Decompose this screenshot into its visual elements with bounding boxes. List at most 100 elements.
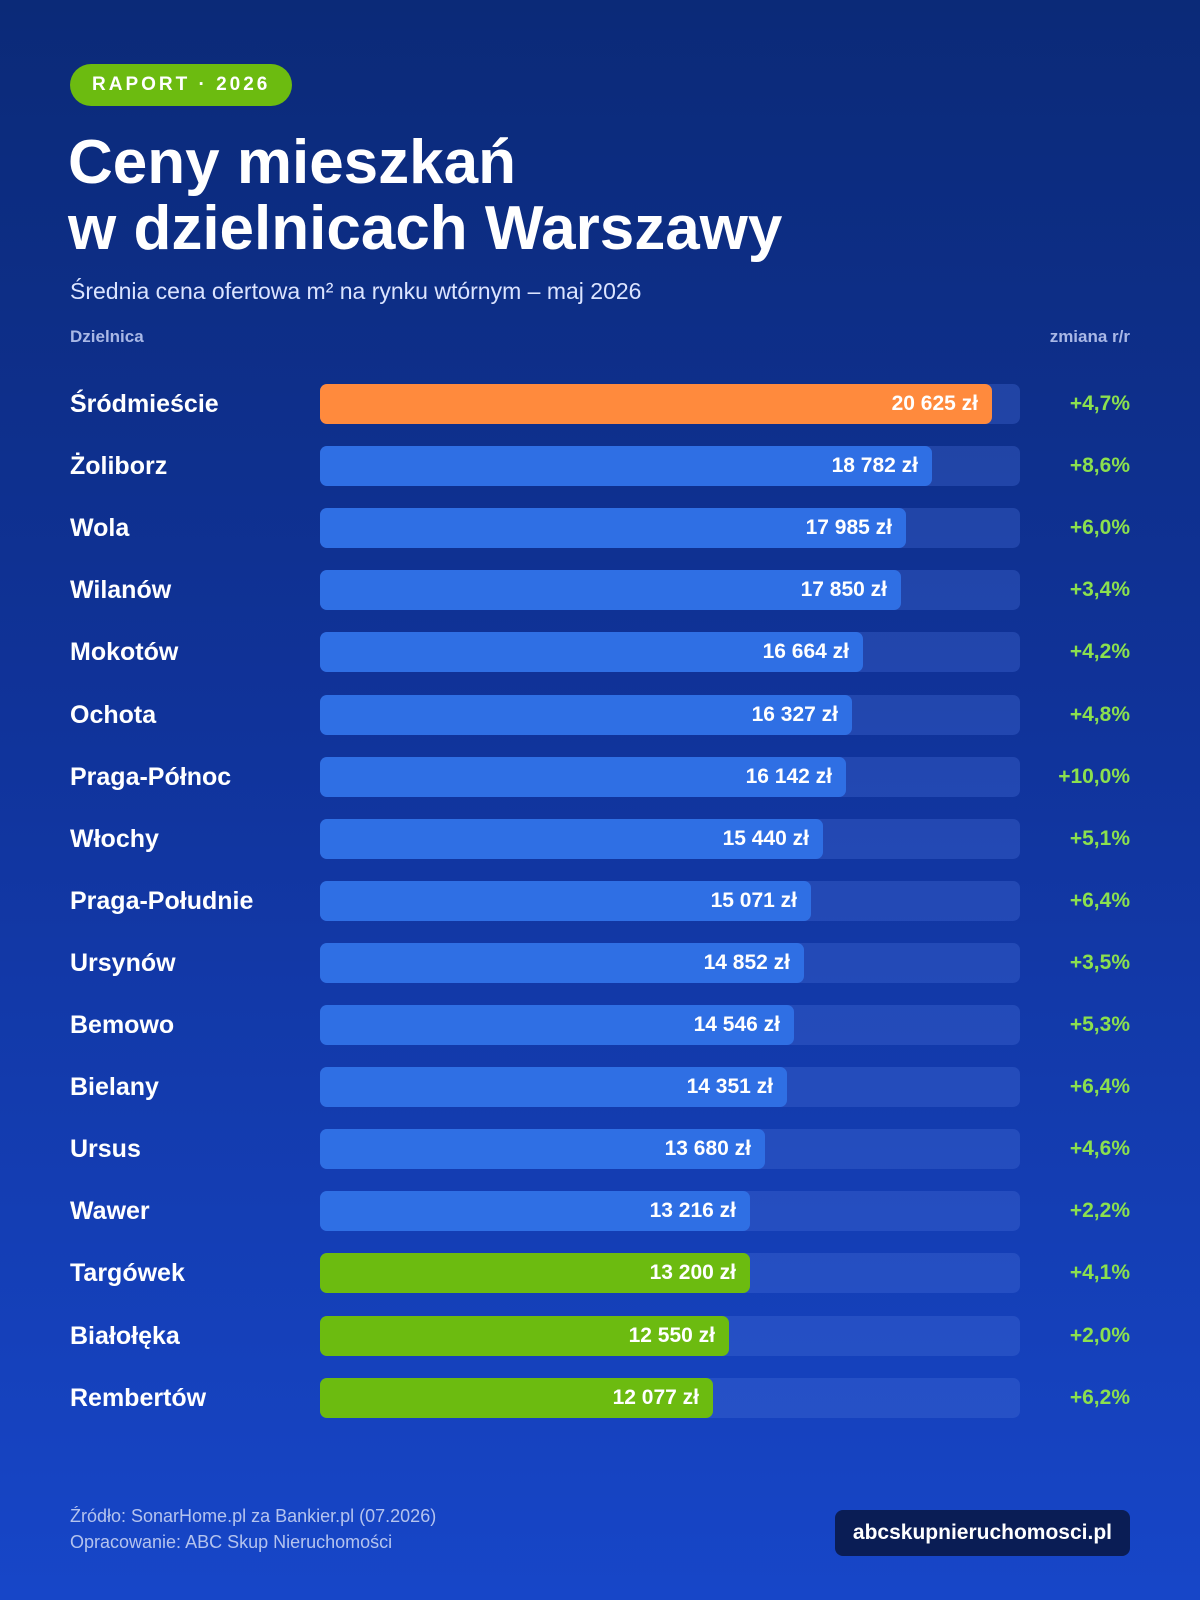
change-label: +6,2% (1069, 1386, 1130, 1409)
price-bar: 13 216 zł (320, 1191, 750, 1231)
district-label: Praga-Południe (70, 887, 254, 915)
change-label: +4,1% (1069, 1261, 1130, 1284)
bar-track: 14 852 zł (320, 943, 1020, 983)
price-bar: 14 546 zł (320, 1005, 794, 1045)
price-bar: 14 852 zł (320, 943, 804, 983)
chart-row: Śródmieście 20 625 zł +4,7% (0, 384, 1200, 424)
district-label: Śródmieście (70, 390, 219, 418)
bar-track: 14 351 zł (320, 1067, 1020, 1107)
change-label: +3,5% (1069, 951, 1130, 974)
bar-track: 16 142 zł (320, 757, 1020, 797)
bar-track: 13 680 zł (320, 1129, 1020, 1169)
district-label: Mokotów (70, 638, 179, 666)
bar-track: 16 327 zł (320, 695, 1020, 735)
chart-row: Praga-Południe 15 071 zł +6,4% (0, 881, 1200, 921)
bar-track: 20 625 zł (320, 384, 1020, 424)
district-label: Białołęka (70, 1322, 180, 1350)
chart-row: Wola 17 985 zł +6,0% (0, 508, 1200, 548)
price-bar: 16 664 zł (320, 632, 863, 672)
chart-row: Ursus 13 680 zł +4,6% (0, 1129, 1200, 1169)
chart-row: Wilanów 17 850 zł +3,4% (0, 570, 1200, 610)
price-value-label: 15 440 zł (722, 827, 809, 850)
district-label: Targówek (70, 1259, 185, 1287)
author-note: Opracowanie: ABC Skup Nieruchomości (70, 1532, 393, 1552)
change-label: +6,4% (1069, 1075, 1130, 1098)
price-bar: 15 440 zł (320, 819, 823, 859)
bar-track: 15 071 zł (320, 881, 1020, 921)
district-label: Ochota (70, 701, 157, 729)
change-label: +4,6% (1069, 1137, 1130, 1160)
chart-row: Ochota 16 327 zł +4,8% (0, 695, 1200, 735)
bar-track: 14 546 zł (320, 1005, 1020, 1045)
bar-track: 18 782 zł (320, 446, 1020, 486)
bar-track: 12 077 zł (320, 1378, 1020, 1418)
district-label: Wawer (70, 1197, 150, 1225)
chart-row: Żoliborz 18 782 zł +8,6% (0, 446, 1200, 486)
report-badge: RAPORT · 2026 (70, 64, 293, 106)
district-label: Wilanów (70, 576, 172, 604)
chart-row: Ursynów 14 852 zł +3,5% (0, 943, 1200, 983)
price-value-label: 16 664 zł (762, 640, 849, 663)
change-label: +10,0% (1058, 765, 1130, 788)
bar-track: 12 550 zł (320, 1316, 1020, 1356)
district-label: Praga-Północ (70, 763, 232, 791)
change-label: +2,2% (1069, 1199, 1130, 1222)
title-line-1: Ceny mieszkań (68, 128, 516, 197)
price-bar: 12 550 zł (320, 1316, 729, 1356)
price-value-label: 17 850 zł (800, 578, 887, 601)
bar-track: 13 200 zł (320, 1253, 1020, 1293)
price-value-label: 16 142 zł (745, 765, 832, 788)
price-value-label: 20 625 zł (891, 392, 978, 415)
price-value-label: 16 327 zł (751, 703, 838, 726)
chart-row: Włochy 15 440 zł +5,1% (0, 819, 1200, 859)
price-bar: 14 351 zł (320, 1067, 787, 1107)
price-bar: 17 985 zł (320, 508, 906, 548)
price-value-label: 13 216 zł (649, 1199, 736, 1222)
district-label: Ursus (70, 1135, 141, 1163)
chart-row: Praga-Północ 16 142 zł +10,0% (0, 757, 1200, 797)
price-bar: 20 625 zł (320, 384, 992, 424)
price-bar: 16 142 zł (320, 757, 846, 797)
source-note: Źródło: SonarHome.pl za Bankier.pl (07.2… (70, 1506, 437, 1526)
page-subtitle: Średnia cena ofertowa m² na rynku wtórny… (70, 278, 642, 304)
change-label: +4,8% (1069, 703, 1130, 726)
change-label: +6,4% (1069, 889, 1130, 912)
price-value-label: 14 351 zł (686, 1075, 773, 1098)
change-label: +3,4% (1069, 578, 1130, 601)
chart-row: Rembertów 12 077 zł +6,2% (0, 1378, 1200, 1418)
change-label: +2,0% (1069, 1324, 1130, 1347)
bar-track: 15 440 zł (320, 819, 1020, 859)
website-link[interactable]: abcskupnieruchomosci.pl (834, 1510, 1130, 1556)
bar-track: 16 664 zł (320, 632, 1020, 672)
district-label: Wola (70, 514, 130, 542)
district-label: Bemowo (70, 1011, 175, 1039)
price-bar: 17 850 zł (320, 570, 901, 610)
change-label: +4,2% (1069, 640, 1130, 663)
price-bar: 13 680 zł (320, 1129, 765, 1169)
price-bar: 13 200 zł (320, 1253, 750, 1293)
price-value-label: 18 782 zł (831, 454, 918, 477)
title-line-2: w dzielnicach Warszawy (68, 194, 783, 263)
column-header-district: Dzielnica (70, 327, 144, 346)
district-label: Włochy (70, 825, 159, 853)
chart-row: Targówek 13 200 zł +4,1% (0, 1253, 1200, 1293)
price-value-label: 15 071 zł (710, 889, 797, 912)
page-title: Ceny mieszkań w dzielnicach Warszawy (68, 130, 1128, 262)
price-value-label: 14 852 zł (703, 951, 790, 974)
change-label: +4,7% (1069, 392, 1130, 415)
price-value-label: 17 985 zł (805, 516, 892, 539)
chart-row: Białołęka 12 550 zł +2,0% (0, 1316, 1200, 1356)
price-bar: 15 071 zł (320, 881, 811, 921)
district-label: Rembertów (70, 1384, 207, 1412)
price-value-label: 12 550 zł (628, 1324, 715, 1347)
price-value-label: 13 200 zł (649, 1261, 736, 1284)
bar-track: 17 985 zł (320, 508, 1020, 548)
chart-row: Wawer 13 216 zł +2,2% (0, 1191, 1200, 1231)
district-label: Żoliborz (70, 452, 168, 480)
change-label: +5,1% (1069, 827, 1130, 850)
chart-row: Bielany 14 351 zł +6,4% (0, 1067, 1200, 1107)
price-bar: 16 327 zł (320, 695, 852, 735)
price-value-label: 13 680 zł (664, 1137, 751, 1160)
price-value-label: 14 546 zł (693, 1013, 780, 1036)
